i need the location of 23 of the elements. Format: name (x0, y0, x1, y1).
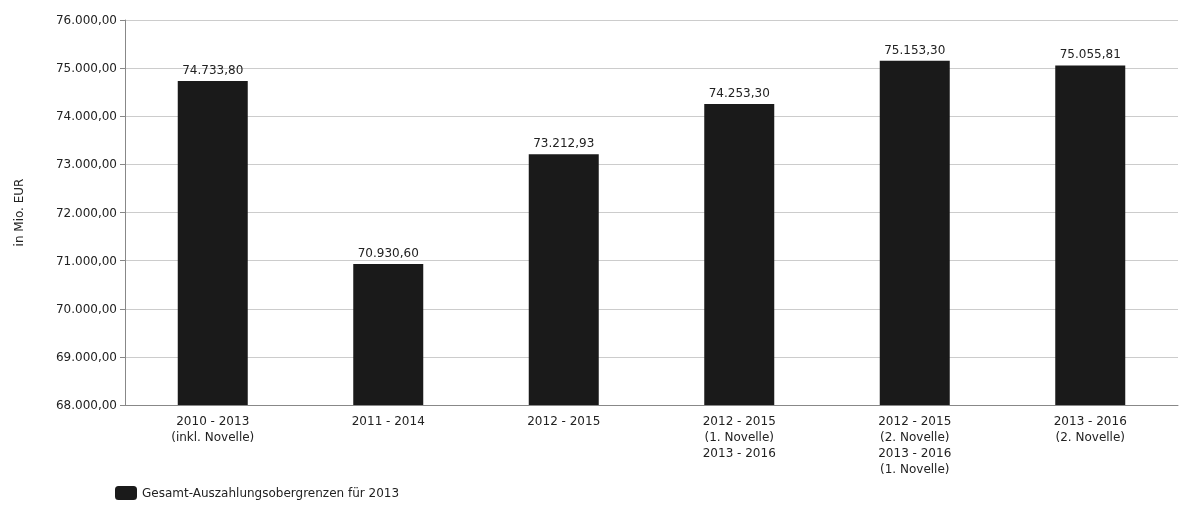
x-tick-label: 2011 - 2014 (351, 414, 425, 428)
data-label: 73.212,93 (533, 136, 595, 151)
data-label: 74.253,30 (708, 86, 770, 101)
data-label: 74.733,80 (182, 62, 244, 77)
x-tick-label: 2013 - 2016 (2. Novelle) (1053, 414, 1127, 444)
y-tick-label: 68.000,00 (55, 398, 117, 412)
y-tick-label: 70.000,00 (55, 301, 117, 316)
y-axis-title: in Mio. EUR (12, 178, 26, 247)
x-tick-label: 2012 - 2015 (2. Novelle) 2013 - 2016 (1. Novelle) (878, 414, 952, 476)
x-tick-label: 2010 - 2013 (inkl. Novelle) (171, 414, 255, 444)
y-tick-label: 72.000,00 (55, 205, 117, 220)
x-tick-label: 2012 - 2015 (1. Novelle) 2013 - 2016 (702, 414, 776, 460)
data-label: 70.930,60 (357, 245, 419, 260)
legend-label: Gesamt-Auszahlungsobergrenzen für 2013 (142, 486, 400, 500)
y-tick-label: 73.000,00 (55, 157, 117, 172)
x-tick-label: 2012 - 2015 (527, 414, 601, 428)
y-tick-label: 76.000,00 (55, 13, 117, 27)
y-tick-label: 69.000,00 (55, 349, 117, 364)
y-tick-label: 71.000,00 (55, 253, 117, 268)
y-tick-label: 75.000,00 (55, 61, 117, 76)
y-tick-label: 74.000,00 (55, 109, 117, 124)
data-label: 75.153,30 (884, 42, 946, 57)
data-label: 75.055,81 (1059, 47, 1121, 62)
